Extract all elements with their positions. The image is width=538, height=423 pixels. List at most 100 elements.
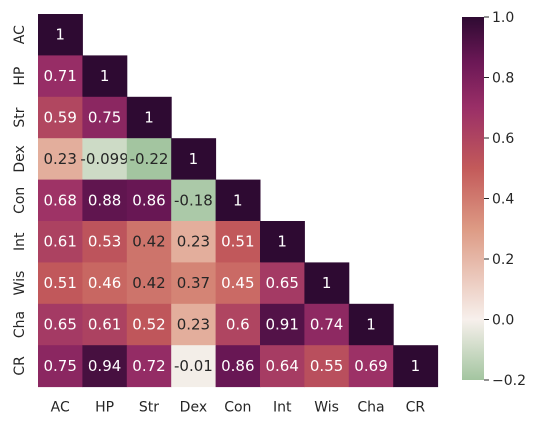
- heatmap-cell-Wis-Con: [215, 262, 261, 305]
- x-tick-label-AC: AC: [51, 400, 70, 416]
- cell-label-HP-AC: 0.71: [43, 67, 76, 85]
- cell-label-Cha-Str: 0.52: [132, 316, 165, 334]
- x-tick-label-Con: Con: [224, 400, 251, 416]
- y-tick-label-Int: Int: [12, 232, 28, 251]
- cell-label-Dex-AC: 0.23: [43, 150, 76, 168]
- cell-label-HP-HP: 1: [100, 67, 110, 85]
- colorbar-tick-label: 1.0: [492, 10, 514, 26]
- colorbar-tick-label: −0.2: [492, 373, 526, 389]
- cell-label-Int-Dex: 0.23: [177, 233, 210, 251]
- y-tick-label-Cha: Cha: [12, 311, 28, 338]
- cell-label-Wis-Wis: 1: [322, 274, 332, 292]
- cell-label-Int-HP: 0.53: [88, 233, 121, 251]
- cell-label-Str-Str: 1: [144, 109, 154, 127]
- heatmap-cell-Con-Dex: [171, 179, 217, 222]
- heatmap-cell-CR-AC: [38, 345, 83, 388]
- cell-label-Cha-Cha: 1: [366, 316, 376, 334]
- heatmap-cell-Cha-Str: [126, 303, 172, 346]
- colorbar-tick-label: 0.8: [492, 71, 514, 87]
- cell-label-Cha-Int: 0.91: [265, 316, 298, 334]
- x-tick-label-Cha: Cha: [357, 400, 384, 416]
- heatmap-cell-CR-Str: [126, 345, 172, 388]
- heatmap-cell-CR-Int: [260, 345, 305, 388]
- cell-label-CR-Str: 0.72: [132, 357, 165, 375]
- heatmap-cell-AC-AC: [38, 14, 83, 56]
- x-tick-label-Dex: Dex: [180, 400, 207, 416]
- cell-label-CR-Wis: 0.55: [310, 357, 343, 375]
- heatmap-cell-Int-AC: [38, 221, 83, 263]
- cell-label-Con-AC: 0.68: [43, 191, 76, 209]
- heatmap-cell-Cha-Dex: [171, 303, 217, 346]
- colorbar-tick-label: 0.0: [492, 313, 514, 329]
- heatmap-cell-Int-Int: [260, 221, 305, 263]
- x-tick-label-Int: Int: [273, 400, 292, 416]
- cell-label-Cha-Con: 0.6: [226, 316, 250, 334]
- x-tick-label-HP: HP: [95, 400, 114, 416]
- heatmap-cell-Con-Con: [215, 179, 261, 222]
- heatmap-cell-HP-AC: [38, 55, 83, 98]
- heatmap-cell-Int-Str: [126, 221, 172, 263]
- cell-label-Int-Con: 0.51: [221, 233, 254, 251]
- cell-label-Con-Str: 0.86: [132, 191, 165, 209]
- heatmap-cell-Str-AC: [38, 96, 83, 139]
- cell-label-Str-AC: 0.59: [43, 109, 76, 127]
- cell-label-Wis-Con: 0.45: [221, 274, 254, 292]
- cell-label-Wis-AC: 0.51: [43, 274, 76, 292]
- cell-label-CR-AC: 0.75: [43, 357, 76, 375]
- heatmap-cell-Con-HP: [82, 179, 128, 222]
- cell-label-Int-Str: 0.42: [132, 233, 165, 251]
- cell-label-Wis-HP: 0.46: [88, 274, 121, 292]
- cell-label-CR-Con: 0.86: [221, 357, 254, 375]
- cell-label-Cha-AC: 0.65: [43, 316, 76, 334]
- cell-label-Cha-HP: 0.61: [88, 316, 121, 334]
- cell-label-Wis-Int: 0.65: [265, 274, 298, 292]
- cell-label-CR-Int: 0.64: [265, 357, 298, 375]
- heatmap-cell-Con-AC: [38, 179, 83, 222]
- cell-label-Con-HP: 0.88: [88, 191, 121, 209]
- heatmap-cell-Int-HP: [82, 221, 128, 263]
- y-tick-label-Str: Str: [12, 107, 28, 127]
- heatmap-cell-Cha-AC: [38, 303, 83, 346]
- colorbar-tick-label: 0.2: [492, 252, 514, 268]
- cell-label-Wis-Dex: 0.37: [177, 274, 210, 292]
- y-tick-label-Con: Con: [12, 187, 28, 214]
- x-tick-label-Str: Str: [139, 400, 159, 416]
- heatmap-cell-Cha-Wis: [304, 303, 350, 346]
- x-tick-label-Wis: Wis: [314, 400, 339, 416]
- heatmap-cell-Con-Str: [126, 179, 172, 222]
- heatmap-cell-CR-Wis: [304, 345, 350, 388]
- y-tick-label-HP: HP: [12, 67, 28, 86]
- cell-label-Int-AC: 0.61: [43, 233, 76, 251]
- heatmap-cell-CR-HP: [82, 345, 128, 388]
- heatmap-cell-Int-Dex: [171, 221, 217, 263]
- heatmap-cell-Cha-Con: [215, 303, 261, 346]
- heatmap-cell-CR-Dex: [171, 345, 217, 388]
- cell-label-Wis-Str: 0.42: [132, 274, 165, 292]
- cell-label-Con-Con: 1: [233, 191, 243, 209]
- heatmap-cell-Wis-Str: [126, 262, 172, 305]
- heatmap-cell-CR-Cha: [348, 345, 394, 388]
- heatmap-cell-Str-HP: [82, 96, 128, 139]
- cell-label-Int-Int: 1: [277, 233, 287, 251]
- heatmap-cell-Wis-HP: [82, 262, 128, 305]
- heatmap-cell-Wis-Wis: [304, 262, 350, 305]
- cell-label-Cha-Dex: 0.23: [177, 316, 210, 334]
- heatmap-cell-HP-HP: [82, 55, 128, 98]
- y-tick-label-Wis: Wis: [12, 271, 28, 296]
- heatmap-cell-Wis-AC: [38, 262, 83, 305]
- colorbar-tick-label: 0.4: [492, 192, 514, 208]
- heatmap-cell-Cha-Cha: [348, 303, 394, 346]
- heatmap-cell-Wis-Int: [260, 262, 305, 305]
- cell-label-Con-Dex: -0.18: [174, 191, 213, 209]
- heatmap-cell-Dex-AC: [38, 138, 83, 181]
- cell-label-Str-HP: 0.75: [88, 109, 121, 127]
- x-tick-label-CR: CR: [406, 400, 426, 416]
- heatmap-cell-Cha-HP: [82, 303, 128, 346]
- cell-label-Dex-HP: -0.099: [80, 150, 128, 168]
- heatmap-cell-Str-Str: [126, 96, 172, 139]
- heatmap-cell-Dex-Str: [126, 138, 172, 181]
- cell-label-AC-AC: 1: [55, 26, 65, 44]
- cell-label-CR-CR: 1: [411, 357, 421, 375]
